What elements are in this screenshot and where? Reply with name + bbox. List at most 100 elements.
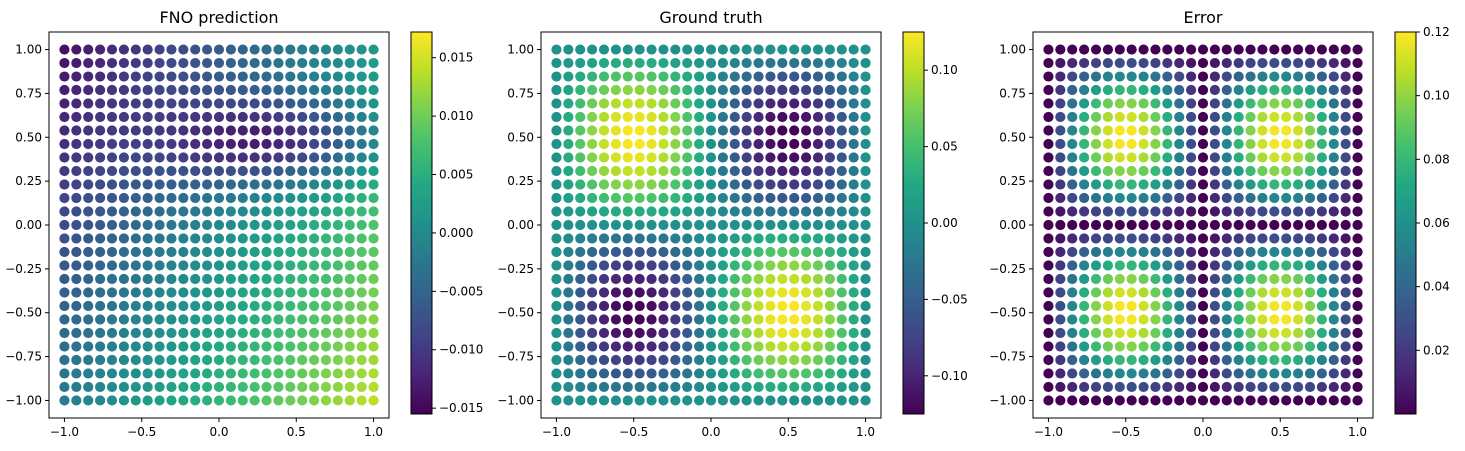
scatter-point bbox=[309, 314, 319, 324]
scatter-point bbox=[321, 58, 331, 68]
scatter-point bbox=[730, 85, 740, 95]
scatter-point bbox=[1091, 260, 1101, 270]
scatter-point bbox=[1186, 44, 1196, 54]
scatter-point bbox=[599, 395, 609, 405]
scatter-point bbox=[1305, 220, 1315, 230]
scatter-point bbox=[333, 85, 343, 95]
scatter-point bbox=[1079, 206, 1089, 216]
scatter-point bbox=[1150, 125, 1160, 135]
scatter-point bbox=[1222, 98, 1232, 108]
scatter-point bbox=[1222, 166, 1232, 176]
scatter-point bbox=[1257, 382, 1267, 392]
scatter-point bbox=[214, 58, 224, 68]
scatter-point bbox=[238, 368, 248, 378]
scatter-point bbox=[297, 355, 307, 365]
scatter-point bbox=[107, 206, 117, 216]
scatter-point bbox=[321, 274, 331, 284]
scatter-point bbox=[611, 44, 621, 54]
scatter-point bbox=[658, 368, 668, 378]
scatter-point bbox=[368, 328, 378, 338]
scatter-point bbox=[753, 179, 763, 189]
scatter-point bbox=[551, 206, 561, 216]
scatter-point bbox=[1210, 260, 1220, 270]
scatter-point bbox=[83, 139, 93, 149]
scatter-point bbox=[646, 152, 656, 162]
scatter-point bbox=[1269, 71, 1279, 81]
scatter-point bbox=[777, 233, 787, 243]
scatter-point bbox=[71, 395, 81, 405]
scatter-point bbox=[1150, 328, 1160, 338]
scatter-point bbox=[1103, 85, 1113, 95]
colorbar-tick-label: 0.005 bbox=[439, 168, 473, 182]
scatter-point bbox=[190, 247, 200, 257]
scatter-point bbox=[333, 112, 343, 122]
scatter-point bbox=[1186, 125, 1196, 135]
scatter-point bbox=[285, 152, 295, 162]
scatter-point bbox=[563, 85, 573, 95]
scatter-point bbox=[1103, 260, 1113, 270]
scatter-point bbox=[635, 233, 645, 243]
scatter-point bbox=[250, 125, 260, 135]
scatter-point bbox=[345, 152, 355, 162]
scatter-point bbox=[83, 301, 93, 311]
scatter-point bbox=[59, 152, 69, 162]
scatter-point bbox=[1352, 382, 1362, 392]
scatter-point bbox=[587, 179, 597, 189]
scatter-point bbox=[753, 58, 763, 68]
scatter-point bbox=[333, 71, 343, 81]
scatter-point bbox=[297, 44, 307, 54]
scatter-point bbox=[670, 341, 680, 351]
scatter-point bbox=[1352, 395, 1362, 405]
scatter-point bbox=[1210, 98, 1220, 108]
scatter-point bbox=[860, 233, 870, 243]
scatter-point bbox=[670, 355, 680, 365]
scatter-point bbox=[226, 166, 236, 176]
scatter-point bbox=[1043, 233, 1053, 243]
scatter-point bbox=[119, 112, 129, 122]
scatter-point bbox=[107, 355, 117, 365]
scatter-point bbox=[59, 98, 69, 108]
scatter-point bbox=[202, 193, 212, 203]
scatter-point bbox=[1269, 368, 1279, 378]
scatter-point bbox=[1269, 301, 1279, 311]
scatter-point bbox=[1103, 139, 1113, 149]
scatter-point bbox=[261, 112, 271, 122]
scatter-point bbox=[742, 395, 752, 405]
scatter-point bbox=[658, 179, 668, 189]
scatter-point bbox=[765, 58, 775, 68]
scatter-point bbox=[1174, 98, 1184, 108]
scatter-point bbox=[1138, 71, 1148, 81]
scatter-point bbox=[694, 85, 704, 95]
scatter-point bbox=[166, 314, 176, 324]
scatter-point bbox=[646, 71, 656, 81]
scatter-point bbox=[143, 247, 153, 257]
scatter-point bbox=[1067, 368, 1077, 378]
scatter-point bbox=[119, 260, 129, 270]
scatter-point bbox=[226, 260, 236, 270]
scatter-point bbox=[1234, 395, 1244, 405]
scatter-point bbox=[849, 71, 859, 81]
scatter-point bbox=[83, 247, 93, 257]
scatter-point bbox=[202, 341, 212, 351]
scatter-point bbox=[694, 301, 704, 311]
scatter-point bbox=[1329, 44, 1339, 54]
scatter-point bbox=[190, 139, 200, 149]
scatter-point bbox=[285, 328, 295, 338]
scatter-point bbox=[95, 152, 105, 162]
scatter-point bbox=[551, 287, 561, 297]
scatter-point bbox=[1079, 58, 1089, 68]
scatter-point bbox=[226, 44, 236, 54]
scatter-point bbox=[309, 152, 319, 162]
scatter-point bbox=[837, 233, 847, 243]
scatter-point bbox=[59, 112, 69, 122]
scatter-point bbox=[789, 260, 799, 270]
scatter-point bbox=[1210, 341, 1220, 351]
scatter-point bbox=[1341, 152, 1351, 162]
scatter-point bbox=[575, 206, 585, 216]
scatter-point bbox=[1222, 301, 1232, 311]
scatter-point bbox=[1150, 260, 1160, 270]
scatter-point bbox=[694, 260, 704, 270]
scatter-point bbox=[1174, 368, 1184, 378]
scatter-point bbox=[261, 125, 271, 135]
scatter-point bbox=[1293, 395, 1303, 405]
